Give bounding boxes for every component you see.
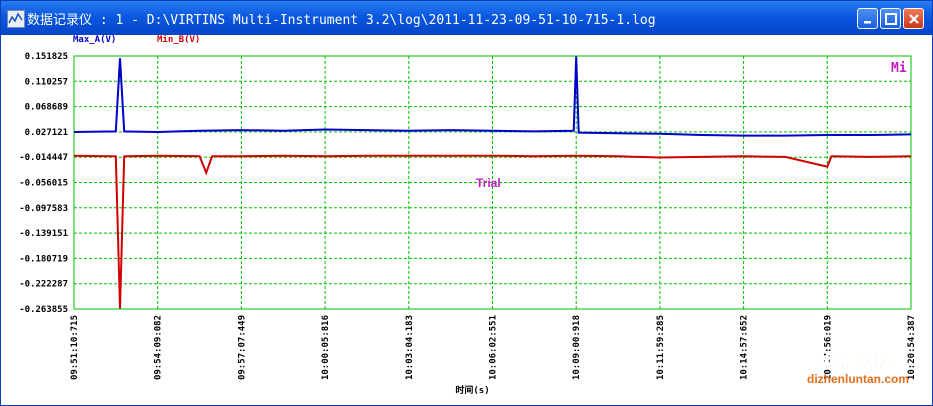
x-tick-label: 10:09:00:918	[572, 315, 582, 380]
x-tick-label: 10:03:04:183	[405, 315, 415, 380]
minimize-button[interactable]	[857, 8, 878, 29]
y-tick-label: 0.068689	[25, 103, 68, 113]
watermark-cn: 地震论坛	[819, 350, 891, 372]
window-title: 数据记录仪 : 1 - D:\VIRTINS Multi-Instrument …	[27, 13, 656, 28]
maximize-icon	[885, 13, 897, 25]
x-tick-label: 09:51:10:715	[70, 315, 80, 380]
y-tick-label: -0.097583	[19, 204, 68, 214]
title-bar[interactable]: 数据记录仪 : 1 - D:\VIRTINS Multi-Instrument …	[1, 1, 932, 35]
x-tick-label: 10:11:59:285	[656, 315, 666, 380]
chart-canvas[interactable]: 0.151825 0.110257 0.068689 0.027121 -0.01444…	[1, 35, 932, 405]
app-icon	[7, 10, 25, 28]
y-tick-label: -0.180719	[19, 254, 68, 264]
maximize-button[interactable]	[880, 8, 901, 29]
minimize-icon	[864, 21, 871, 24]
watermark-url: dizhenluntan.com	[807, 372, 909, 386]
series-min-b-line	[73, 154, 912, 309]
x-tick-label: 10:06:02:551	[489, 315, 499, 380]
y-tick-label: 0.110257	[25, 77, 68, 87]
mi-mark: Mi	[891, 61, 907, 76]
x-tick-label: 10:20:54:387	[907, 315, 917, 380]
x-tick-label: 10:17:56:019	[823, 315, 833, 380]
series-max-a-line	[73, 56, 912, 137]
y-tick-label: -0.139151	[19, 229, 68, 239]
legend-series-a: Max_A(V)	[73, 35, 117, 45]
close-button[interactable]	[903, 8, 924, 29]
x-tick-label: 10:14:57:652	[740, 315, 750, 380]
x-tick-label: 10:00:05:816	[321, 315, 331, 380]
y-tick-label: -0.056015	[19, 179, 68, 189]
y-tick-label: 0.151825	[25, 52, 68, 62]
legend-series-b: Min_B(V)	[157, 35, 201, 45]
y-tick-label: 0.027121	[25, 128, 68, 138]
plot-area: Max_A(V) Min_B(V) 0.151825 0.110257 0.0686…	[1, 35, 932, 405]
y-tick-label: -0.263855	[19, 305, 68, 315]
x-tick-label: 09:54:09:082	[154, 315, 164, 380]
x-tick-label: 09:57:07:449	[237, 315, 247, 380]
trial-label: Trial	[476, 176, 501, 190]
y-tick-label: -0.222287	[19, 280, 68, 290]
close-icon	[909, 14, 919, 24]
y-tick-label: -0.014447	[19, 153, 68, 163]
x-axis-label: 时间(s)	[455, 384, 489, 396]
